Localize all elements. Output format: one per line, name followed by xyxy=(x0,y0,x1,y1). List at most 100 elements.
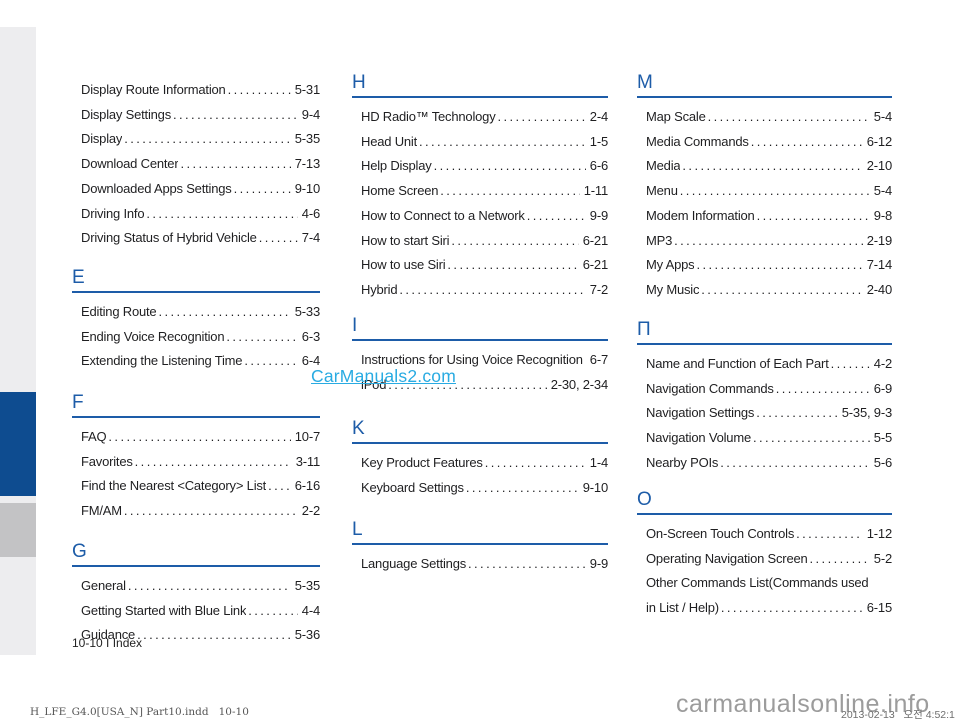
index-entry: FAQ 10-7 xyxy=(72,425,320,450)
leader-dots xyxy=(226,325,297,350)
leader-dots xyxy=(434,154,586,179)
entry-title: Operating Navigation Screen xyxy=(646,550,808,566)
index-entry: On-Screen Touch Controls 1-12 xyxy=(637,522,892,547)
entry-page: 5-31 xyxy=(294,82,320,97)
leader-dots xyxy=(498,105,586,130)
index-entry: Navigation Volume 5-5 xyxy=(637,426,892,451)
entry-page: 5-35 xyxy=(294,578,320,593)
leader-dots xyxy=(527,204,586,229)
index-section-c1-g: G General 5-35 Getting Started with Blue Li… xyxy=(72,542,320,648)
entry-title: How to Connect to a Network xyxy=(361,207,525,223)
entry-page: 7-4 xyxy=(301,230,320,246)
entry-page: 9-4 xyxy=(301,106,320,122)
leader-dots xyxy=(751,130,863,155)
entry-page: 6-7 xyxy=(589,352,608,367)
carmanualsonline-watermark: carmanualsonline.info xyxy=(676,690,930,718)
leader-dots xyxy=(173,103,298,128)
chapter-tab-strip xyxy=(0,27,36,655)
leader-dots xyxy=(485,451,586,476)
leader-dots xyxy=(228,78,291,103)
index-entry: Media 2-10 xyxy=(637,154,892,179)
entry-title: Hybrid xyxy=(361,281,398,297)
index-column-col2: H HD Radio™ Technology 2-4 Head Unit 1-5 Help… xyxy=(352,0,608,724)
entry-page: 6-16 xyxy=(294,478,320,494)
section-letter: K xyxy=(352,419,608,444)
index-entry: MP3 2-19 xyxy=(637,229,892,254)
entry-title: Ending Voice Recognition xyxy=(81,328,225,344)
entry-page: 6-15 xyxy=(866,600,892,616)
index-entry: Downloaded Apps Settings 9-10 xyxy=(72,177,320,202)
entry-title: Download Center xyxy=(81,156,179,172)
index-entry: Media Commands 6-12 xyxy=(637,130,892,155)
entry-title: Map Scale xyxy=(646,109,706,124)
index-entry: Find the Nearest <Category> List 6-16 xyxy=(72,474,320,499)
entry-title: Display Settings xyxy=(81,106,172,122)
index-entry: Extending the Listening Time 6-4 xyxy=(72,349,320,374)
print-timestamp: 2013-02-13 오전 4:52:1 xyxy=(841,709,955,721)
index-entry: Keyboard Settings 9-10 xyxy=(352,476,608,501)
entry-title: Extending the Listening Time xyxy=(81,353,243,369)
entry-title: My Music xyxy=(646,281,700,297)
index-entry: Favorites 3-11 xyxy=(72,450,320,475)
index-entry: Other Commands List(Commands used xyxy=(637,571,892,596)
entry-page: 9-9 xyxy=(589,207,608,223)
section-letter: G xyxy=(72,542,320,567)
index-entry: Driving Status of Hybrid Vehicle 7-4 xyxy=(72,226,320,251)
index-entry: Operating Navigation Screen 5-2 xyxy=(637,547,892,572)
leader-dots xyxy=(756,401,838,426)
index-entry: Key Product Features 1-4 xyxy=(352,451,608,476)
leader-dots xyxy=(466,476,579,501)
entry-title: Nearby POIs xyxy=(646,454,719,470)
index-entry: Help Display 6-6 xyxy=(352,154,608,179)
leader-dots xyxy=(124,127,291,152)
chapter-tab-active xyxy=(0,392,36,496)
entry-page: 5-36 xyxy=(294,627,320,643)
entry-title: Editing Route xyxy=(81,304,157,319)
entry-title: Modem Information xyxy=(646,207,755,223)
index-entry: Instructions for Using Voice Recognition… xyxy=(352,348,608,373)
index-section-c3-o: O On-Screen Touch Controls 1-12 Operating N… xyxy=(637,490,892,621)
index-entry: Guidance 5-36 xyxy=(72,623,320,648)
index-section-c2-l: L Language Settings 9-9 xyxy=(352,520,608,577)
section-letter: I xyxy=(352,316,608,341)
entry-title: FAQ xyxy=(81,429,107,444)
entry-page: 9-10 xyxy=(582,479,608,495)
entry-page: 9-10 xyxy=(294,180,320,196)
leader-dots xyxy=(440,179,579,204)
index-entry: FM/AM 2-2 xyxy=(72,499,320,524)
index-entry: Modem Information 9-8 xyxy=(637,204,892,229)
leader-dots xyxy=(268,474,291,499)
entry-page: 5-35, 9-3 xyxy=(841,405,892,421)
entry-title: iPod xyxy=(361,376,387,392)
entry-page: 5-6 xyxy=(873,454,892,470)
leader-dots xyxy=(399,278,585,303)
entry-title: Home Screen xyxy=(361,183,439,199)
entry-page: 5-4 xyxy=(873,109,892,124)
leader-dots xyxy=(244,349,297,374)
leader-dots xyxy=(776,377,870,402)
leader-dots xyxy=(696,253,862,278)
entry-page: 5-33 xyxy=(294,304,320,319)
entry-page: 6-4 xyxy=(301,353,320,369)
leader-dots xyxy=(158,300,290,325)
entry-title: Getting Started with Blue Link xyxy=(81,602,247,618)
section-letter: L xyxy=(352,520,608,545)
index-entry: Ending Voice Recognition 6-3 xyxy=(72,325,320,350)
entry-page: 1-5 xyxy=(589,133,608,149)
leader-dots xyxy=(721,596,863,621)
leader-dots xyxy=(757,204,870,229)
leader-dots xyxy=(447,253,578,278)
section-letter: M xyxy=(637,73,892,98)
index-entry: How to Connect to a Network 9-9 xyxy=(352,204,608,229)
index-section-c2-i: I Instructions for Using Voice Recognitio… xyxy=(352,316,608,397)
entry-page: 5-2 xyxy=(873,550,892,566)
index-entry: HD Radio™ Technology 2-4 xyxy=(352,105,608,130)
leader-dots xyxy=(124,499,298,524)
entry-title: Find the Nearest <Category> List xyxy=(81,478,267,494)
entry-page: 6-9 xyxy=(873,380,892,396)
entry-title: Display Route Information xyxy=(81,82,226,97)
carmanuals2-watermark-link[interactable]: CarManuals2.com xyxy=(311,366,456,386)
index-entry: How to start Siri 6-21 xyxy=(352,229,608,254)
index-entry: Menu 5-4 xyxy=(637,179,892,204)
index-entry: How to use Siri 6-21 xyxy=(352,253,608,278)
